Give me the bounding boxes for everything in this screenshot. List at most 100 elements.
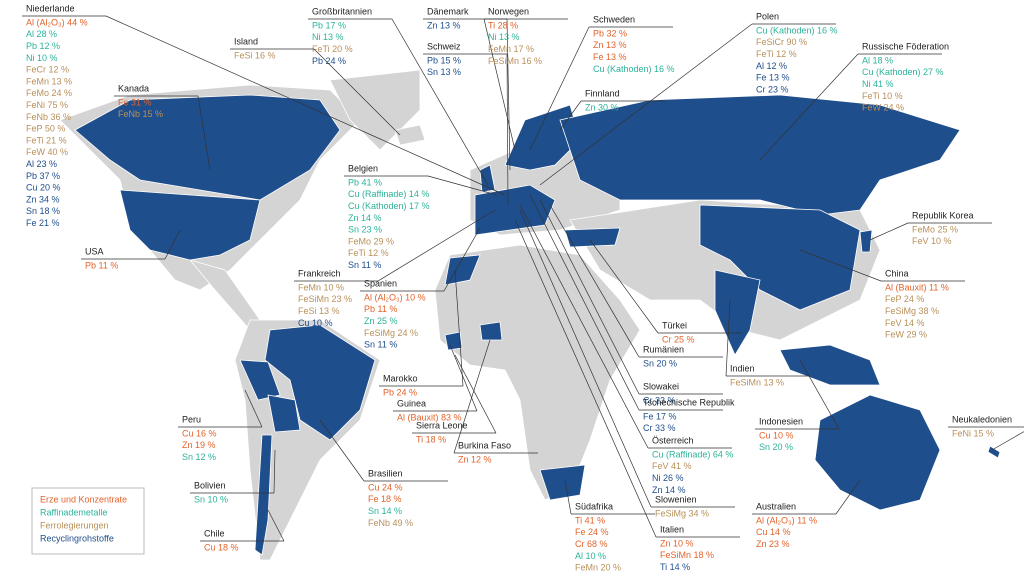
leader-line [725, 299, 731, 377]
entry: FeSi 13 % [298, 306, 340, 316]
entry: Fe 24 % [575, 527, 609, 537]
leader-line [519, 204, 649, 449]
entry: Zn 23 % [756, 539, 790, 549]
leader-line [453, 339, 491, 454]
entry: Al (Bauxit) 83 % [397, 412, 462, 422]
entry: Al (Bauxit) 11 % [885, 282, 949, 292]
country-name: Großbritannien [312, 6, 372, 16]
entry: FeMn 13 % [26, 76, 72, 86]
leader-line [377, 209, 496, 282]
entry: Al 23 % [26, 159, 57, 169]
entry: Cu (Kathoden) 27 % [862, 67, 944, 77]
entry: FeMn 10 % [298, 282, 344, 292]
country-name: Österreich [652, 435, 694, 445]
entry: Cu 10 % [298, 318, 333, 328]
entry: Zn 19 % [182, 440, 216, 450]
entry: Fe 18 % [368, 494, 402, 504]
entry: FeSiMg 38 % [885, 306, 939, 316]
entry: Cu 24 % [368, 482, 403, 492]
leader-line [869, 222, 909, 241]
leader-line [164, 229, 181, 260]
country-name: Finnland [585, 88, 620, 98]
entry: Ti 14 % [660, 562, 690, 572]
country-name: Bolivien [194, 480, 226, 490]
entry: Cr 25 % [662, 334, 695, 344]
entry: Zn 14 % [348, 213, 382, 223]
country-name: Niederlande [26, 3, 75, 13]
country-name: Tschechische Republik [643, 397, 735, 407]
entry: Cu 18 % [204, 542, 239, 552]
country-name: Australien [756, 501, 796, 511]
country-name: Sierra Leone [416, 420, 468, 430]
entry: Cu 16 % [182, 428, 217, 438]
leader-line [313, 48, 401, 136]
entry: Ni 13 % [488, 32, 520, 42]
leader-line [105, 15, 506, 196]
country-name: Russische Föderation [862, 41, 949, 51]
entry: Sn 18 % [26, 206, 60, 216]
entry: Ti 28 % [488, 20, 518, 30]
leader-line [391, 18, 489, 186]
entry: Cu 10 % [759, 430, 794, 440]
entry: Cr 33 % [643, 423, 676, 433]
country-name: Rumänien [643, 344, 684, 354]
entry: Cu (Raffinade) 64 % [652, 449, 733, 459]
entry: Pb 37 % [26, 171, 60, 181]
country-name: Kanada [118, 83, 149, 93]
entry: Zn 12 % [458, 454, 492, 464]
entry: FeCr 12 % [26, 65, 69, 75]
leader-line [454, 354, 497, 434]
country-name: Belgien [348, 163, 378, 173]
entry: Sn 23 % [348, 225, 382, 235]
entry: Zn 13 % [593, 40, 627, 50]
leader-line [539, 23, 753, 186]
country-name: Slowakei [643, 381, 679, 391]
entry: FeTi 12 % [348, 248, 389, 258]
entry: Fe 13 % [756, 73, 790, 83]
country-name: Marokko [383, 373, 418, 383]
entry: Al 28 % [26, 29, 57, 39]
entry: FeNi 15 % [952, 428, 994, 438]
entry: Pb 24 % [383, 387, 417, 397]
entry: Cu 14 % [756, 527, 791, 537]
leader-line [506, 18, 511, 171]
entry: FeSiMg 24 % [364, 328, 418, 338]
entry: Fe 31 % [118, 97, 152, 107]
entry: Pb 12 % [26, 41, 60, 51]
country-name: Spanien [364, 278, 397, 288]
entry: FeW 24 % [862, 103, 904, 113]
entry: Fe 21 % [26, 218, 60, 228]
entry: FeSiMn 18 % [660, 550, 714, 560]
entry: Zn 25 % [364, 316, 398, 326]
entry: FeMo 24 % [26, 88, 72, 98]
leader-line [529, 194, 640, 411]
entry: Al 10 % [575, 551, 606, 561]
entry: Cu 20 % [26, 183, 61, 193]
leader-line [589, 239, 659, 334]
leader-line [514, 219, 657, 538]
entry: FeP 24 % [885, 294, 924, 304]
entry: FeTi 10 % [862, 91, 903, 101]
country-name: Brasilien [368, 468, 403, 478]
entry: Al 18 % [862, 55, 893, 65]
entry: Pb 11 % [85, 260, 118, 270]
country-name: Südafrika [575, 501, 613, 511]
entry: FeMo 29 % [348, 236, 394, 246]
entry: Cu (Kathoden) 16 % [593, 64, 675, 74]
entry: Zn 34 % [26, 194, 60, 204]
entry: Sn 10 % [194, 494, 228, 504]
entry: FeV 41 % [652, 461, 692, 471]
entry: FeMn 17 % [488, 44, 534, 54]
labels: Niederlande Al (Al₂O₃) 44 % Al 28 % Pb 12 %… [22, 3, 1024, 572]
entry: FeSiMg 34 % [655, 508, 709, 518]
entry: Ni 10 % [26, 53, 58, 63]
leader-line [799, 249, 882, 282]
legend-item: Raffinademetalle [40, 507, 107, 517]
country-name: Guinea [397, 398, 426, 408]
entry: FeNb 15 % [118, 109, 163, 119]
leader-line [483, 18, 516, 151]
entry: Al (Al₂O₃) 44 % [26, 17, 88, 27]
entry: FeTi 12 % [756, 49, 797, 59]
entry: Cr 23 % [643, 395, 676, 405]
